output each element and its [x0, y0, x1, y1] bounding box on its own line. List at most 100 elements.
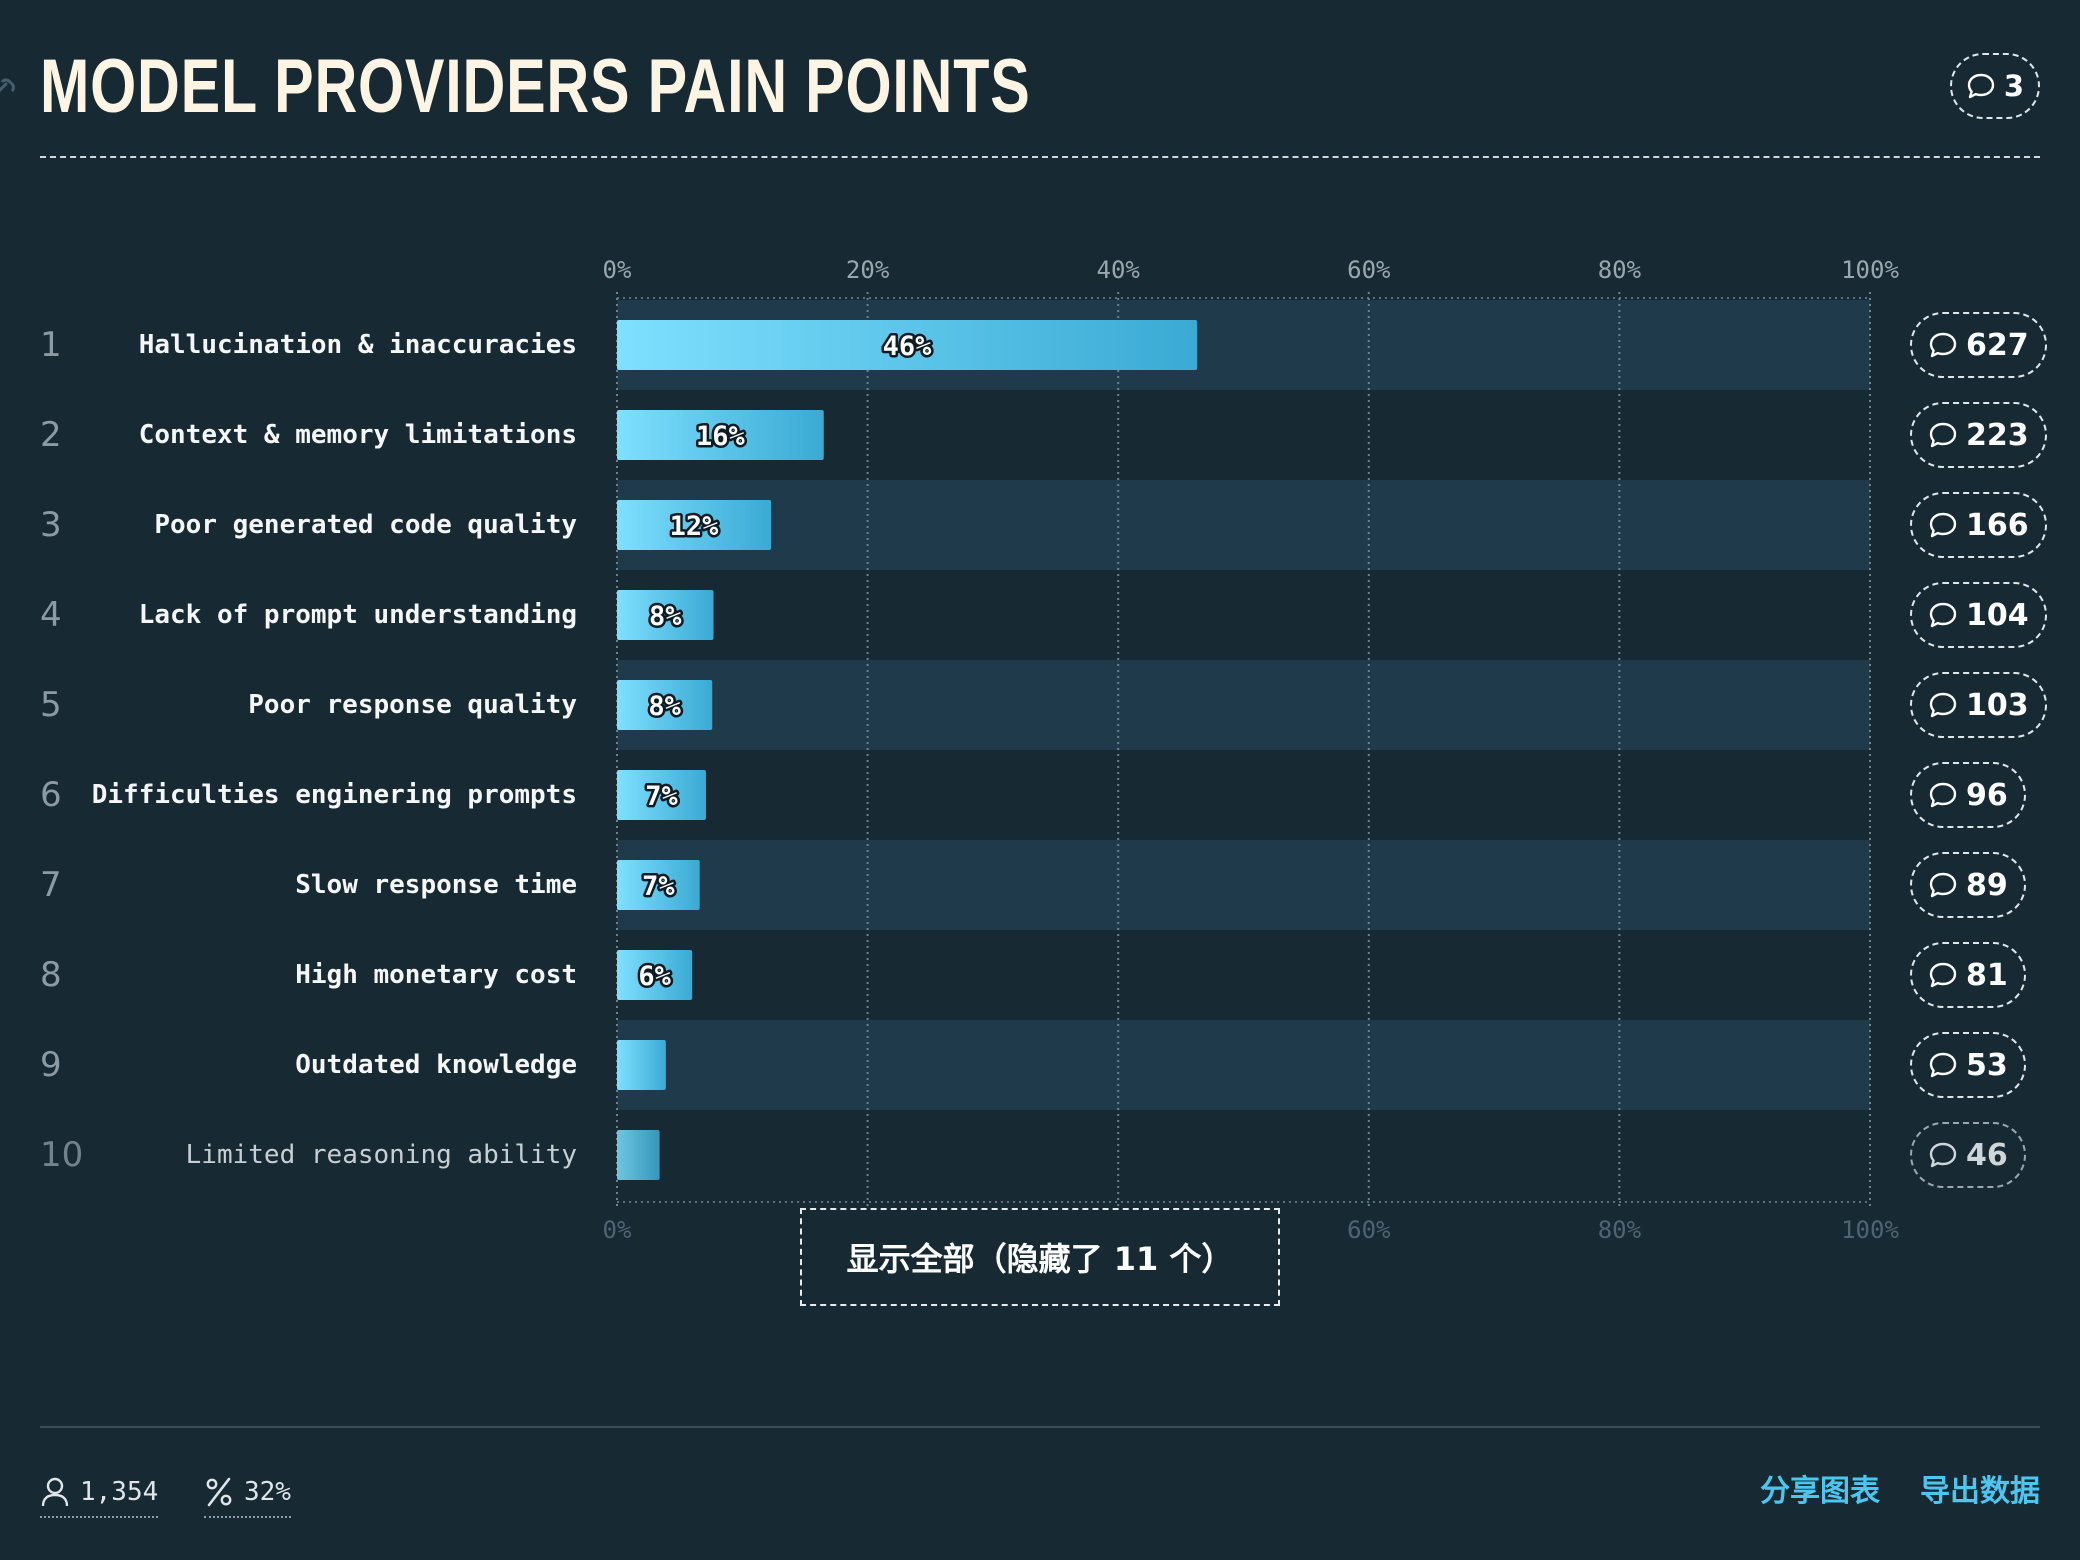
comment-count: 53 [1966, 1047, 2008, 1083]
bar-value-label: 12% [670, 511, 720, 542]
comment-count-pill[interactable]: 223 [1910, 402, 2047, 468]
comment-icon [1929, 962, 1957, 988]
row-rank: 4 [40, 595, 62, 635]
bar-value-label: 8% [649, 601, 682, 632]
category-label: Context & memory limitations [138, 420, 577, 450]
row-rank: 3 [40, 505, 62, 545]
show-all-button[interactable]: 显示全部（隐藏了 11 个） [800, 1208, 1280, 1306]
category-label: High monetary cost [295, 960, 577, 990]
page-title: MODEL PROVIDERS PAIN POINTS [40, 44, 1031, 129]
comment-count-pill[interactable]: 81 [1910, 942, 2026, 1008]
comment-count: 96 [1966, 777, 2008, 813]
bar-value-label: 7% [642, 871, 675, 902]
user-icon [41, 1477, 69, 1507]
x-tick-label-top: 20% [845, 256, 890, 284]
comment-icon [1929, 512, 1957, 538]
header-divider [40, 156, 2040, 158]
row-rank: 5 [40, 685, 62, 725]
bar-chart: 46% 16% 12% 8% 8% 7% 7% 6% [616, 292, 1871, 1208]
category-label: Poor response quality [248, 690, 577, 720]
export-data-link[interactable]: 导出数据 [1920, 1474, 2040, 1509]
respondents-stat[interactable]: 1,354 [40, 1470, 159, 1518]
percent-value: 32% [244, 1477, 291, 1507]
comment-icon [1929, 692, 1957, 718]
comment-count: 104 [1966, 597, 2029, 633]
comment-icon [1967, 73, 1995, 99]
bar [617, 770, 706, 820]
category-label: Limited reasoning ability [185, 1140, 577, 1170]
bar [617, 590, 714, 640]
footer-divider [40, 1426, 2040, 1428]
percent-icon [206, 1477, 232, 1507]
respondents-count: 1,354 [80, 1477, 159, 1507]
category-label: Lack of prompt understanding [138, 600, 577, 630]
bar-value-label: 7% [645, 781, 678, 812]
comment-count-pill[interactable]: 104 [1910, 582, 2047, 648]
x-tick-label-top: 60% [1347, 256, 1391, 284]
x-tick-label-bottom: 60% [1347, 1216, 1391, 1244]
comment-count: 223 [1966, 417, 2029, 453]
x-tick-label-top: 0% [602, 256, 632, 284]
bar-value-label: 46% [883, 331, 933, 362]
link-icon[interactable] [0, 74, 20, 102]
category-label: Difficulties enginering prompts [91, 780, 577, 810]
comment-count-pill[interactable]: 96 [1910, 762, 2026, 828]
bar [617, 410, 824, 460]
comment-icon [1929, 782, 1957, 808]
row-rank: 2 [40, 415, 62, 455]
bar [617, 860, 700, 910]
comment-icon [1929, 1142, 1957, 1168]
comment-count-pill[interactable]: 89 [1910, 852, 2026, 918]
category-label: Slow response time [295, 870, 577, 900]
comment-icon [1929, 1052, 1957, 1078]
comment-count: 81 [1966, 957, 2008, 993]
comment-icon [1929, 602, 1957, 628]
comment-count: 166 [1966, 507, 2029, 543]
comment-count: 46 [1966, 1137, 2008, 1173]
x-tick-label-top: 40% [1096, 256, 1140, 284]
bar-value-label: 6% [638, 961, 671, 992]
bar [617, 500, 772, 550]
row-band [617, 660, 1870, 750]
x-tick-label-bottom: 80% [1597, 1216, 1642, 1244]
row-rank: 1 [40, 325, 62, 365]
row-band [617, 480, 1870, 570]
comment-icon [1929, 332, 1957, 358]
row-rank: 9 [40, 1045, 62, 1085]
bar [617, 1130, 660, 1180]
x-tick-label-top: 100% [1841, 256, 1899, 284]
x-tick-label-top: 80% [1597, 256, 1642, 284]
bar [617, 950, 693, 1000]
comment-count-pill[interactable]: 103 [1910, 672, 2047, 738]
row-rank: 6 [40, 775, 62, 815]
comment-count: 627 [1966, 327, 2029, 363]
row-rank: 8 [40, 955, 62, 995]
comment-count: 103 [1966, 687, 2029, 723]
share-chart-link[interactable]: 分享图表 [1760, 1474, 1880, 1509]
category-label: Hallucination & inaccuracies [138, 330, 577, 360]
comment-count-pill[interactable]: 53 [1910, 1032, 2026, 1098]
row-band [617, 1020, 1870, 1110]
comment-count: 89 [1966, 867, 2008, 903]
bar [617, 1040, 666, 1090]
x-tick-label-bottom: 100% [1841, 1216, 1899, 1244]
percent-stat[interactable]: 32% [204, 1470, 291, 1518]
x-tick-label-bottom: 0% [602, 1216, 632, 1244]
bar-value-label: 16% [696, 421, 746, 452]
comment-icon [1929, 872, 1957, 898]
category-label: Poor generated code quality [154, 510, 577, 540]
bar [617, 320, 1198, 370]
header-comment-badge[interactable]: 3 [1950, 53, 2040, 119]
bar [617, 680, 713, 730]
row-rank: 7 [40, 865, 62, 905]
category-label: Outdated knowledge [295, 1050, 577, 1080]
comment-icon [1929, 422, 1957, 448]
header-comment-count: 3 [2003, 69, 2025, 103]
bar-value-label: 8% [648, 691, 681, 722]
comment-count-pill[interactable]: 627 [1910, 312, 2047, 378]
comment-count-pill[interactable]: 46 [1910, 1122, 2026, 1188]
row-band [617, 840, 1870, 930]
row-rank: 10 [40, 1135, 84, 1175]
comment-count-pill[interactable]: 166 [1910, 492, 2047, 558]
